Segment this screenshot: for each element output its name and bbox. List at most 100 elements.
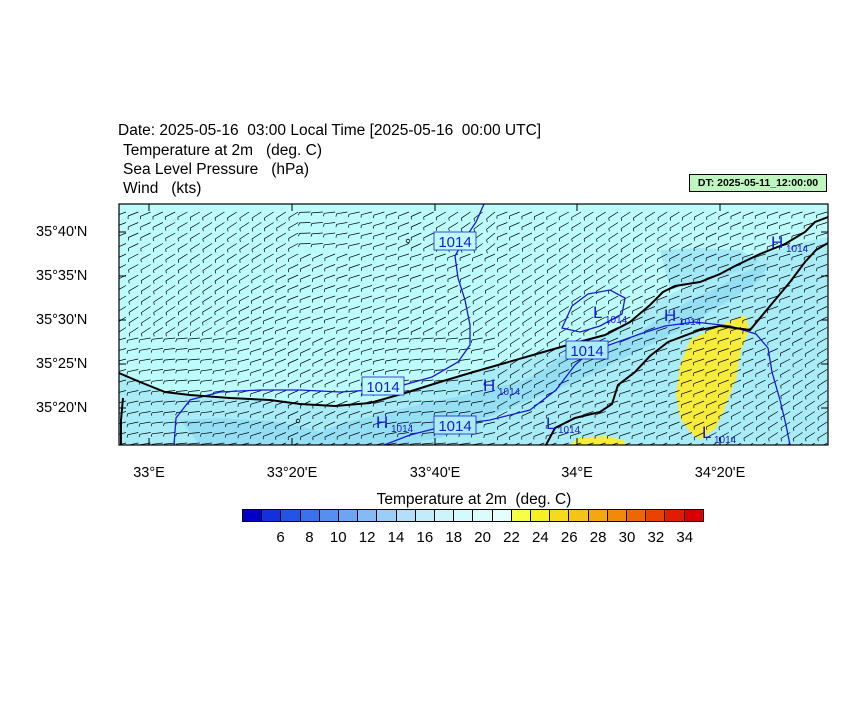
wind-barb [139, 411, 151, 414]
wind-barb [510, 369, 520, 376]
wind-barb [225, 369, 237, 373]
wind-barb [165, 243, 176, 250]
wind-barb [742, 295, 754, 300]
wind-barb [620, 232, 631, 240]
wind-barb [558, 432, 569, 437]
wind-barb [780, 337, 791, 343]
wind-barb-flag [226, 290, 229, 295]
wind-barb [373, 264, 385, 269]
wind-barb-flag [153, 291, 155, 295]
wind-barb [718, 306, 729, 311]
wind-barb [178, 274, 188, 282]
colorbar-swatch [415, 510, 436, 521]
wind-barb [410, 348, 422, 351]
wind-barb [791, 285, 803, 290]
wind-barb [374, 442, 385, 445]
wind-barb-flag [546, 291, 549, 295]
wind-barb [119, 348, 127, 351]
wind-barb [805, 369, 815, 376]
wind-barb [275, 369, 287, 375]
wind-barb [534, 295, 545, 303]
wind-barb-flag [214, 217, 216, 221]
wind-barb-flag [212, 360, 214, 364]
wind-barb-flag [150, 339, 153, 343]
wind-barb [779, 327, 791, 333]
colorbar-swatch [358, 510, 378, 521]
wind-barb [177, 327, 188, 334]
wind-barb [583, 316, 594, 323]
wind-barb [288, 337, 299, 343]
wind-barb [817, 432, 828, 439]
wind-barb [410, 306, 422, 311]
wind-barb-flag [138, 423, 141, 427]
wind-barb [361, 295, 373, 300]
wind-barb [471, 400, 483, 404]
low-pressure-label: L 1014 [702, 423, 737, 446]
wind-barb [215, 243, 225, 250]
wind-barb-flag [190, 312, 192, 316]
wind-barb [177, 232, 188, 239]
wind-barb [288, 243, 299, 250]
wind-barb [227, 211, 237, 219]
wind-barb [767, 358, 779, 365]
wind-barb [238, 432, 250, 436]
wind-barb-flag [200, 349, 202, 353]
wind-barb [139, 337, 151, 341]
wind-barb [686, 442, 692, 445]
wind-barb [693, 369, 705, 374]
wind-barb-flag [473, 228, 476, 232]
wind-barb [164, 442, 176, 445]
wind-barb [152, 222, 164, 228]
wind-barb [730, 390, 742, 396]
wind-barb-flag [227, 228, 229, 232]
wind-barb-flag [583, 249, 586, 253]
wind-barb-flag [596, 217, 598, 221]
wind-barb [337, 379, 348, 385]
wind-barb-flag [202, 322, 204, 326]
wind-barb [225, 358, 237, 362]
wind-barb [385, 400, 397, 404]
wind-barb-flag [559, 270, 561, 274]
wind-barb [422, 400, 434, 403]
wind-barb-flag [175, 380, 177, 384]
wind-barb [810, 442, 815, 445]
colorbar-tick-label: 12 [358, 529, 376, 546]
wind-barb [188, 379, 200, 382]
wind-barb [202, 295, 213, 303]
wind-barb [165, 232, 176, 239]
wind-barb [459, 400, 471, 403]
wind-barb [250, 400, 262, 405]
wind-barb [485, 316, 496, 324]
wind-barb [434, 390, 446, 392]
wind-barb [755, 211, 766, 217]
wind-barb-flag [497, 333, 500, 337]
wind-barb [497, 432, 508, 438]
wind-barb [792, 316, 803, 322]
wind-barb-flag [163, 349, 165, 353]
wind-barb [767, 306, 779, 311]
wind-barb [681, 232, 692, 239]
wind-barb-flag [558, 238, 561, 242]
wind-barb [275, 295, 287, 301]
wind-barb [656, 400, 668, 405]
wind-barb [202, 264, 213, 271]
wind-barb [619, 358, 631, 363]
wind-barb [349, 348, 360, 353]
wind-barb-flag [433, 412, 436, 416]
wind-barb [190, 264, 200, 271]
wind-barb [349, 264, 360, 269]
wind-barb [292, 442, 299, 445]
wind-barb [620, 253, 631, 261]
wind-barb [756, 432, 766, 439]
wind-barb-flag [769, 449, 770, 452]
wind-barb [225, 421, 237, 425]
wind-barb [127, 432, 139, 436]
wind-barb-flag [657, 228, 659, 232]
wind-barb [349, 295, 360, 300]
wind-barb [119, 295, 127, 301]
wind-barb-flag [225, 413, 227, 417]
wind-barb [213, 400, 225, 404]
wind-barb [742, 211, 754, 217]
wind-barb [119, 243, 127, 248]
isobars [173, 204, 791, 445]
